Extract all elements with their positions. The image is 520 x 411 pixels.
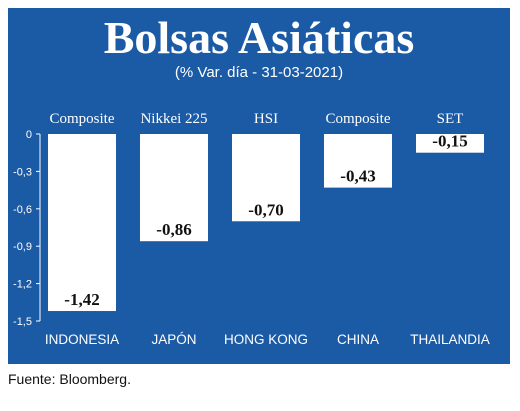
x-category-label: HONG KONG bbox=[224, 332, 308, 347]
bar bbox=[324, 134, 392, 188]
bar bbox=[232, 134, 300, 222]
y-tick-label: -0,6 bbox=[13, 204, 32, 216]
chart-panel: 0 -0,3 -0,6 -0,9 -1,2 -1,5 Composite -1,42 INDON… bbox=[8, 8, 510, 364]
chart-subtitle: (% Var. día - 31-03-2021) bbox=[174, 64, 344, 81]
data-label: -0,43 bbox=[340, 167, 375, 186]
bar-chart: 0 -0,3 -0,6 -0,9 -1,2 -1,5 Composite -1,42 INDON… bbox=[13, 111, 490, 347]
index-name-label: HSI bbox=[254, 111, 278, 127]
source-note: Fuente: Bloomberg. bbox=[8, 371, 131, 387]
data-label: -0,15 bbox=[432, 132, 467, 151]
index-name-label: Nikkei 225 bbox=[140, 111, 207, 127]
y-tick-label: -0,3 bbox=[13, 166, 32, 178]
index-name-label: Composite bbox=[49, 111, 114, 127]
index-name-label: SET bbox=[437, 111, 464, 127]
bar bbox=[48, 134, 116, 312]
x-category-label: THAILANDIA bbox=[410, 332, 490, 347]
data-label: -1,42 bbox=[64, 290, 99, 309]
bar bbox=[140, 134, 208, 242]
x-category-label: INDONESIA bbox=[45, 332, 119, 347]
bar bbox=[416, 134, 484, 153]
index-name-label: Composite bbox=[325, 111, 390, 127]
y-tick-label: 0 bbox=[26, 129, 32, 141]
data-label: -0,86 bbox=[156, 220, 191, 239]
y-tick-label: -1,5 bbox=[13, 316, 32, 328]
x-category-label: CHINA bbox=[337, 332, 379, 347]
y-tick-label: -1,2 bbox=[13, 279, 32, 291]
y-tick-label: -0,9 bbox=[13, 241, 32, 253]
x-category-label: JAPÓN bbox=[151, 332, 196, 347]
chart-title: Bolsas Asiáticas bbox=[103, 12, 415, 63]
data-label: -0,70 bbox=[248, 200, 283, 219]
